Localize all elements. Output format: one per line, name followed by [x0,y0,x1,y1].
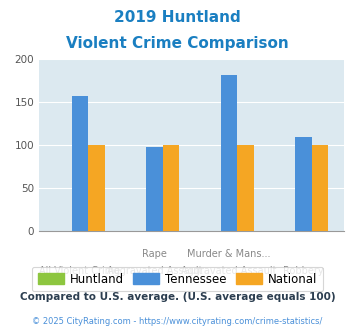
Bar [72,96,88,231]
Text: Robbery: Robbery [283,266,324,276]
Text: Rape: Rape [142,249,167,259]
Text: Murder & Mans...: Murder & Mans... [187,249,271,259]
Bar [312,145,328,231]
Legend: Huntland, Tennessee, National: Huntland, Tennessee, National [32,267,323,291]
Bar [221,75,237,231]
Bar [237,145,253,231]
Text: Aggravated Assault: Aggravated Assault [107,266,202,276]
Bar [88,145,105,231]
Text: Violent Crime Comparison: Violent Crime Comparison [66,36,289,51]
Bar [295,137,312,231]
Text: All Violent Crime: All Violent Crime [39,266,121,276]
Text: 2019 Huntland: 2019 Huntland [114,10,241,25]
Text: Aggravated Assault: Aggravated Assault [181,266,277,276]
Text: © 2025 CityRating.com - https://www.cityrating.com/crime-statistics/: © 2025 CityRating.com - https://www.city… [32,317,323,326]
Bar [146,147,163,231]
Bar [163,145,179,231]
Text: Compared to U.S. average. (U.S. average equals 100): Compared to U.S. average. (U.S. average … [20,292,335,302]
